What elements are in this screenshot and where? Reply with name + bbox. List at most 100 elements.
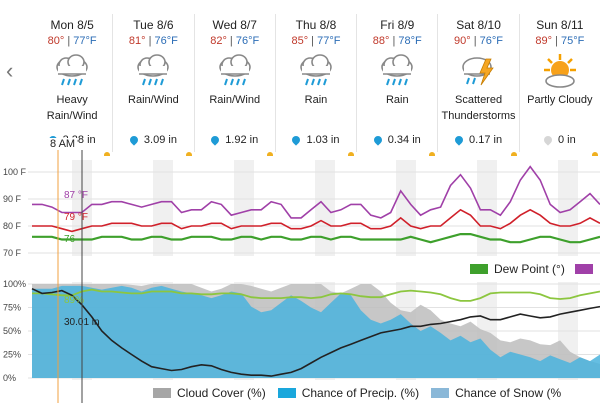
day-name: Mon 8/5: [50, 18, 94, 32]
precip-area: [32, 285, 600, 378]
precip-amount: 0 in: [557, 134, 576, 146]
day-column[interactable]: Sat 8/10 90° | 76°F Scattered Thunderstorms…: [437, 14, 518, 156]
day-precip: 0.34 in: [357, 134, 437, 146]
cursor-readout: 79 °F: [64, 212, 88, 223]
rain-cloud-icon: [32, 53, 112, 89]
dew-point-legend-label: Dew Point (°): [494, 262, 565, 276]
condition-line-1: Heavy: [56, 94, 88, 106]
heat-index-swatch: [574, 264, 593, 274]
precip-amount: 3.09 in: [143, 134, 177, 146]
day-temps: 80° | 77°F: [47, 35, 97, 47]
day-condition: Rain/Wind: [195, 92, 275, 108]
precip-legend: Cloud Cover (%) Chance of Precip. (%) Ch…: [153, 386, 573, 400]
night-shading: [321, 160, 335, 256]
day-condition: Rain: [357, 92, 437, 108]
day-column[interactable]: Tue 8/6 81° | 76°F Rain/Wind 3.09 in: [112, 14, 193, 156]
night-shading: [483, 160, 497, 256]
condition-line-1: Rain: [304, 94, 328, 106]
y-tick-label: 100 F: [3, 167, 27, 177]
rain-cloud-icon: [113, 53, 193, 89]
condition-line-1: Rain: [385, 94, 409, 106]
day-column[interactable]: Wed 8/7 82° | 76°F Rain/Wind 1.92 in: [193, 14, 275, 156]
sun-marker-icon: [348, 152, 355, 156]
day-temps: 81° | 76°F: [128, 35, 178, 47]
day-condition: Heavy Rain/Wind: [32, 92, 112, 124]
y-tick-label: 0%: [3, 373, 16, 383]
condition-line-1: Rain/Wind: [128, 94, 179, 106]
humidity-line: [32, 288, 600, 302]
cursor-readout: 87 °F: [64, 190, 88, 201]
rain-cloud-icon: [276, 53, 356, 89]
sun-marker-icon: [429, 152, 436, 156]
day-temps: 85° | 77°F: [291, 35, 341, 47]
snow-swatch: [431, 388, 450, 398]
pressure-line: [31, 287, 600, 377]
day-high: 85°: [291, 35, 309, 47]
y-tick-label: 80 F: [3, 221, 22, 231]
day-precip: 3.09 in: [113, 134, 193, 146]
day-low: 76°F: [154, 35, 178, 47]
day-name: Thu 8/8: [295, 18, 337, 32]
sun-marker-icon: [266, 152, 273, 156]
condition-line-1: Partly Cloudy: [527, 94, 593, 106]
night-shading: [240, 160, 254, 256]
day-precip: 1.92 in: [195, 134, 275, 146]
day-precip: 1.03 in: [276, 134, 356, 146]
y-tick-label: 75%: [3, 303, 21, 313]
previous-days-button[interactable]: ‹: [6, 58, 14, 83]
day-high: 81°: [128, 35, 146, 47]
y-tick-label: 70 F: [3, 248, 22, 258]
night-shading: [159, 160, 173, 256]
day-name: Wed 8/7: [212, 18, 257, 32]
y-tick-label: 100%: [3, 279, 26, 289]
y-tick-label: 25%: [3, 350, 21, 360]
precip-amount: 1.92 in: [225, 134, 259, 146]
day-low: 75°F: [560, 35, 585, 47]
day-condition: Rain/Wind: [113, 92, 193, 108]
precip-amount: 0.34 in: [387, 134, 421, 146]
day-low: 76°F: [479, 35, 504, 47]
day-name: Tue 8/6: [133, 18, 174, 32]
precip-legend-label: Chance of Precip. (%): [301, 386, 420, 400]
day-column[interactable]: Fri 8/9 88° | 78°F Rain 0.34 in: [356, 14, 437, 156]
sun-marker-icon: [591, 152, 598, 156]
y-tick-label: 50%: [3, 326, 21, 336]
cloud-cover-legend-label: Cloud Cover (%): [177, 386, 266, 400]
sun-marker-icon: [510, 152, 517, 156]
snow-legend-label: Chance of Snow (%: [455, 386, 562, 400]
sun-marker-icon: [104, 152, 111, 156]
cloud-cover-legend: Cloud Cover (%): [153, 386, 266, 400]
y-tick-label: 90 F: [3, 194, 22, 204]
day-condition: Scattered Thunderstorms: [438, 92, 518, 124]
temperature-line: [32, 208, 600, 233]
day-condition: Partly Cloudy: [520, 92, 600, 108]
cursor-readout: 76: [64, 234, 76, 245]
day-name: Fri 8/9: [380, 18, 415, 32]
daily-forecast-strip: Mon 8/5 80° | 77°F Heavy Rain/Wind 3.38 in Tu…: [32, 14, 600, 156]
thunderstorm-icon: [438, 53, 518, 89]
precip-amount: 1.03 in: [306, 134, 340, 146]
day-temps: 88° | 78°F: [372, 35, 422, 47]
rain-cloud-icon: [357, 53, 437, 89]
condition-line-2: Rain/Wind: [46, 110, 98, 122]
day-name: Sun 8/11: [536, 18, 584, 32]
day-high: 90°: [454, 35, 471, 47]
precip-swatch: [277, 388, 296, 398]
day-high: 82°: [210, 35, 227, 47]
dew-point-swatch: [470, 264, 488, 274]
day-low: 76°F: [235, 35, 260, 47]
day-high: 80°: [47, 35, 65, 47]
day-high: 89°: [535, 35, 552, 47]
day-column[interactable]: Sun 8/11 89° | 75°F Partly Cloudy 0 in: [518, 14, 600, 156]
condition-line-1: Rain/Wind: [209, 94, 261, 106]
partly-cloudy-icon: [520, 53, 600, 89]
cursor-time-label: 8 AM: [48, 138, 78, 150]
day-temps: 90° | 76°F: [454, 35, 504, 47]
day-column[interactable]: Thu 8/8 85° | 77°F Rain 1.03 in: [274, 14, 356, 156]
heat-index-line: [32, 165, 600, 219]
cursor-readout: 89%: [64, 295, 84, 306]
snow-legend-item: Chance of Snow (%: [431, 386, 561, 400]
night-shading: [78, 160, 92, 256]
day-temps: 89° | 75°F: [535, 35, 585, 47]
